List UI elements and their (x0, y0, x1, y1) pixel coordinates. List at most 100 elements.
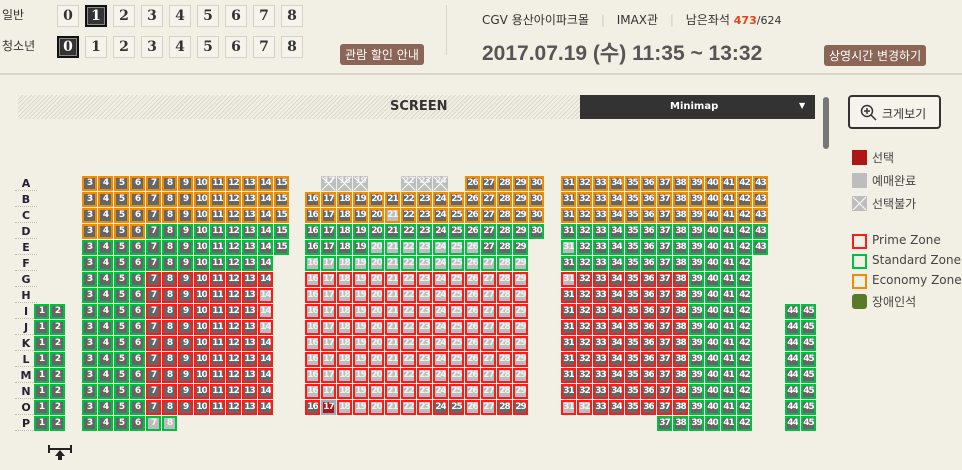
discount-info-button[interactable]: 관람 할인 안내 (340, 44, 424, 65)
seat-E34[interactable]: 34 (609, 240, 624, 255)
seat-H41[interactable]: 41 (721, 288, 736, 303)
seat-O5[interactable]: 5 (114, 400, 129, 415)
seat-D14[interactable]: 14 (258, 224, 273, 239)
seat-I2[interactable]: 2 (50, 304, 65, 319)
seat-O10[interactable]: 10 (194, 400, 209, 415)
seat-F4[interactable]: 4 (98, 256, 113, 271)
seat-G3[interactable]: 3 (82, 272, 97, 287)
seat-D40[interactable]: 40 (705, 224, 720, 239)
seat-L35[interactable]: 35 (625, 352, 640, 367)
seat-N4[interactable]: 4 (98, 384, 113, 399)
seat-N35[interactable]: 35 (625, 384, 640, 399)
seat-A32[interactable]: 32 (577, 176, 592, 191)
seat-O37[interactable]: 37 (657, 400, 672, 415)
seat-L36[interactable]: 36 (641, 352, 656, 367)
seat-B34[interactable]: 34 (609, 192, 624, 207)
seat-L41[interactable]: 41 (721, 352, 736, 367)
seat-E28[interactable]: 28 (497, 240, 512, 255)
zoom-in-button[interactable]: 크게보기 (848, 95, 941, 129)
seat-J45[interactable]: 45 (801, 320, 816, 335)
seat-O3[interactable]: 3 (82, 400, 97, 415)
seat-F35[interactable]: 35 (625, 256, 640, 271)
seat-O1[interactable]: 1 (34, 400, 49, 415)
seat-I44[interactable]: 44 (785, 304, 800, 319)
seat-I9[interactable]: 9 (178, 304, 193, 319)
seat-K32[interactable]: 32 (577, 336, 592, 351)
seat-K44[interactable]: 44 (785, 336, 800, 351)
seat-B10[interactable]: 10 (194, 192, 209, 207)
seat-O40[interactable]: 40 (705, 400, 720, 415)
seat-I33[interactable]: 33 (593, 304, 608, 319)
seat-D18[interactable]: 18 (337, 224, 352, 239)
seat-I1[interactable]: 1 (34, 304, 49, 319)
seat-O41[interactable]: 41 (721, 400, 736, 415)
seat-E19[interactable]: 19 (353, 240, 368, 255)
seat-C15[interactable]: 15 (274, 208, 289, 223)
seat-G33[interactable]: 33 (593, 272, 608, 287)
seat-D41[interactable]: 41 (721, 224, 736, 239)
seat-D37[interactable]: 37 (657, 224, 672, 239)
youth-count-8[interactable]: 8 (281, 36, 303, 58)
seat-M6[interactable]: 6 (130, 368, 145, 383)
seat-J7[interactable]: 7 (146, 320, 161, 335)
seat-N45[interactable]: 45 (801, 384, 816, 399)
seat-H35[interactable]: 35 (625, 288, 640, 303)
seat-I38[interactable]: 38 (673, 304, 688, 319)
seat-M31[interactable]: 31 (561, 368, 576, 383)
seat-C7[interactable]: 7 (146, 208, 161, 223)
seat-F33[interactable]: 33 (593, 256, 608, 271)
seat-J39[interactable]: 39 (689, 320, 704, 335)
seat-G41[interactable]: 41 (721, 272, 736, 287)
seat-P40[interactable]: 40 (705, 416, 720, 431)
seat-B4[interactable]: 4 (98, 192, 113, 207)
seat-L37[interactable]: 37 (657, 352, 672, 367)
seat-L14[interactable]: 14 (258, 352, 273, 367)
seat-D28[interactable]: 28 (497, 224, 512, 239)
seat-E12[interactable]: 12 (226, 240, 241, 255)
seat-A35[interactable]: 35 (625, 176, 640, 191)
seat-C24[interactable]: 24 (433, 208, 448, 223)
seat-K12[interactable]: 12 (226, 336, 241, 351)
seat-I12[interactable]: 12 (226, 304, 241, 319)
seat-B37[interactable]: 37 (657, 192, 672, 207)
seat-M4[interactable]: 4 (98, 368, 113, 383)
seat-L8[interactable]: 8 (162, 352, 177, 367)
seat-H31[interactable]: 31 (561, 288, 576, 303)
seat-G14[interactable]: 14 (258, 272, 273, 287)
seat-G7[interactable]: 7 (146, 272, 161, 287)
seat-B29[interactable]: 29 (513, 192, 528, 207)
seat-D43[interactable]: 43 (753, 224, 768, 239)
seat-L12[interactable]: 12 (226, 352, 241, 367)
seat-C43[interactable]: 43 (753, 208, 768, 223)
seat-J44[interactable]: 44 (785, 320, 800, 335)
seat-H34[interactable]: 34 (609, 288, 624, 303)
general-count-6[interactable]: 6 (225, 5, 247, 27)
minimap-dropdown[interactable]: Minimap ▼ (580, 95, 815, 119)
seat-E42[interactable]: 42 (737, 240, 752, 255)
seat-C25[interactable]: 25 (449, 208, 464, 223)
seat-F41[interactable]: 41 (721, 256, 736, 271)
seat-L3[interactable]: 3 (82, 352, 97, 367)
seat-P42[interactable]: 42 (737, 416, 752, 431)
seat-A40[interactable]: 40 (705, 176, 720, 191)
seat-N38[interactable]: 38 (673, 384, 688, 399)
seat-C32[interactable]: 32 (577, 208, 592, 223)
seat-K42[interactable]: 42 (737, 336, 752, 351)
seat-J33[interactable]: 33 (593, 320, 608, 335)
seat-O11[interactable]: 11 (210, 400, 225, 415)
seat-F36[interactable]: 36 (641, 256, 656, 271)
seat-N13[interactable]: 13 (242, 384, 257, 399)
seat-D4[interactable]: 4 (98, 224, 113, 239)
seat-M41[interactable]: 41 (721, 368, 736, 383)
seat-F13[interactable]: 13 (242, 256, 257, 271)
seat-E13[interactable]: 13 (242, 240, 257, 255)
seat-O8[interactable]: 8 (162, 400, 177, 415)
seat-N14[interactable]: 14 (258, 384, 273, 399)
seat-C28[interactable]: 28 (497, 208, 512, 223)
seat-N8[interactable]: 8 (162, 384, 177, 399)
seat-O12[interactable]: 12 (226, 400, 241, 415)
seat-M40[interactable]: 40 (705, 368, 720, 383)
seat-P5[interactable]: 5 (114, 416, 129, 431)
seat-C4[interactable]: 4 (98, 208, 113, 223)
seat-C3[interactable]: 3 (82, 208, 97, 223)
